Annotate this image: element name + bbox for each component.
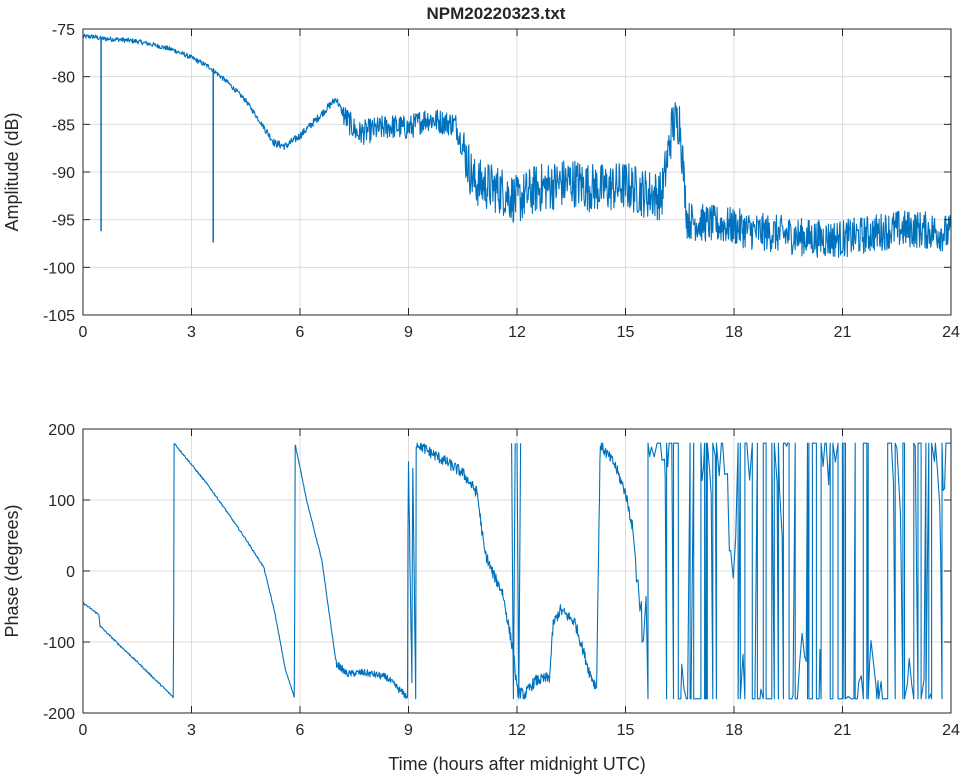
y-tick-label: -100 <box>43 635 75 652</box>
y-tick-label: -90 <box>52 165 75 182</box>
x-tick-label: 6 <box>296 324 305 341</box>
phase-axes: 0 3 6 9 12 15 18 21 24 -200 -100 0 100 200 Phase (degr… <box>2 422 960 774</box>
y-tick-label: -75 <box>52 22 75 39</box>
y-tick-label: 100 <box>48 493 75 510</box>
x-tick-label: 15 <box>617 324 635 341</box>
y-tick-label: 0 <box>66 564 75 581</box>
y-tick-label: -85 <box>52 117 75 134</box>
x-tick-label: 12 <box>508 722 526 739</box>
x-tick-label: 24 <box>942 722 960 739</box>
amplitude-axes: 0 3 6 9 12 15 18 21 24 -105 -100 -95 -90 -85 -80 -75 Amp… <box>2 22 960 341</box>
x-tick-label: 9 <box>404 324 413 341</box>
x-tick-label: 0 <box>79 324 88 341</box>
y-axis-label: Phase (degrees) <box>2 504 22 637</box>
x-tick-label: 18 <box>725 722 743 739</box>
x-tick-label: 9 <box>404 722 413 739</box>
series-group <box>83 33 951 258</box>
y-tick-label: 200 <box>48 422 75 439</box>
x-tick-label: 21 <box>834 722 852 739</box>
x-axis-label: Time (hours after midnight UTC) <box>388 754 645 774</box>
x-tick-label: 12 <box>508 324 526 341</box>
series-line-wrapped <box>632 442 951 700</box>
x-tick-label: 21 <box>834 324 852 341</box>
y-tick-label: -200 <box>43 706 75 723</box>
x-tick-label: 3 <box>187 722 196 739</box>
y-tick-label: -80 <box>52 70 75 87</box>
x-tick-label: 15 <box>617 722 635 739</box>
y-tick-label: -95 <box>52 213 75 230</box>
x-tick-label: 24 <box>942 324 960 341</box>
series-line <box>83 442 634 700</box>
figure-title: NPM20220323.txt <box>427 4 566 23</box>
x-tick-label: 3 <box>187 324 196 341</box>
y-tick-label: -100 <box>43 260 75 277</box>
x-tick-label: 0 <box>79 722 88 739</box>
x-tick-label: 18 <box>725 324 743 341</box>
series-group <box>83 442 951 700</box>
series-line <box>83 33 951 258</box>
y-axis-label: Amplitude (dB) <box>2 112 22 231</box>
y-tick-label: -105 <box>43 308 75 325</box>
x-tick-label: 6 <box>296 722 305 739</box>
phase-wrap-segment <box>511 443 516 700</box>
phase-wrap-segment <box>516 443 522 700</box>
